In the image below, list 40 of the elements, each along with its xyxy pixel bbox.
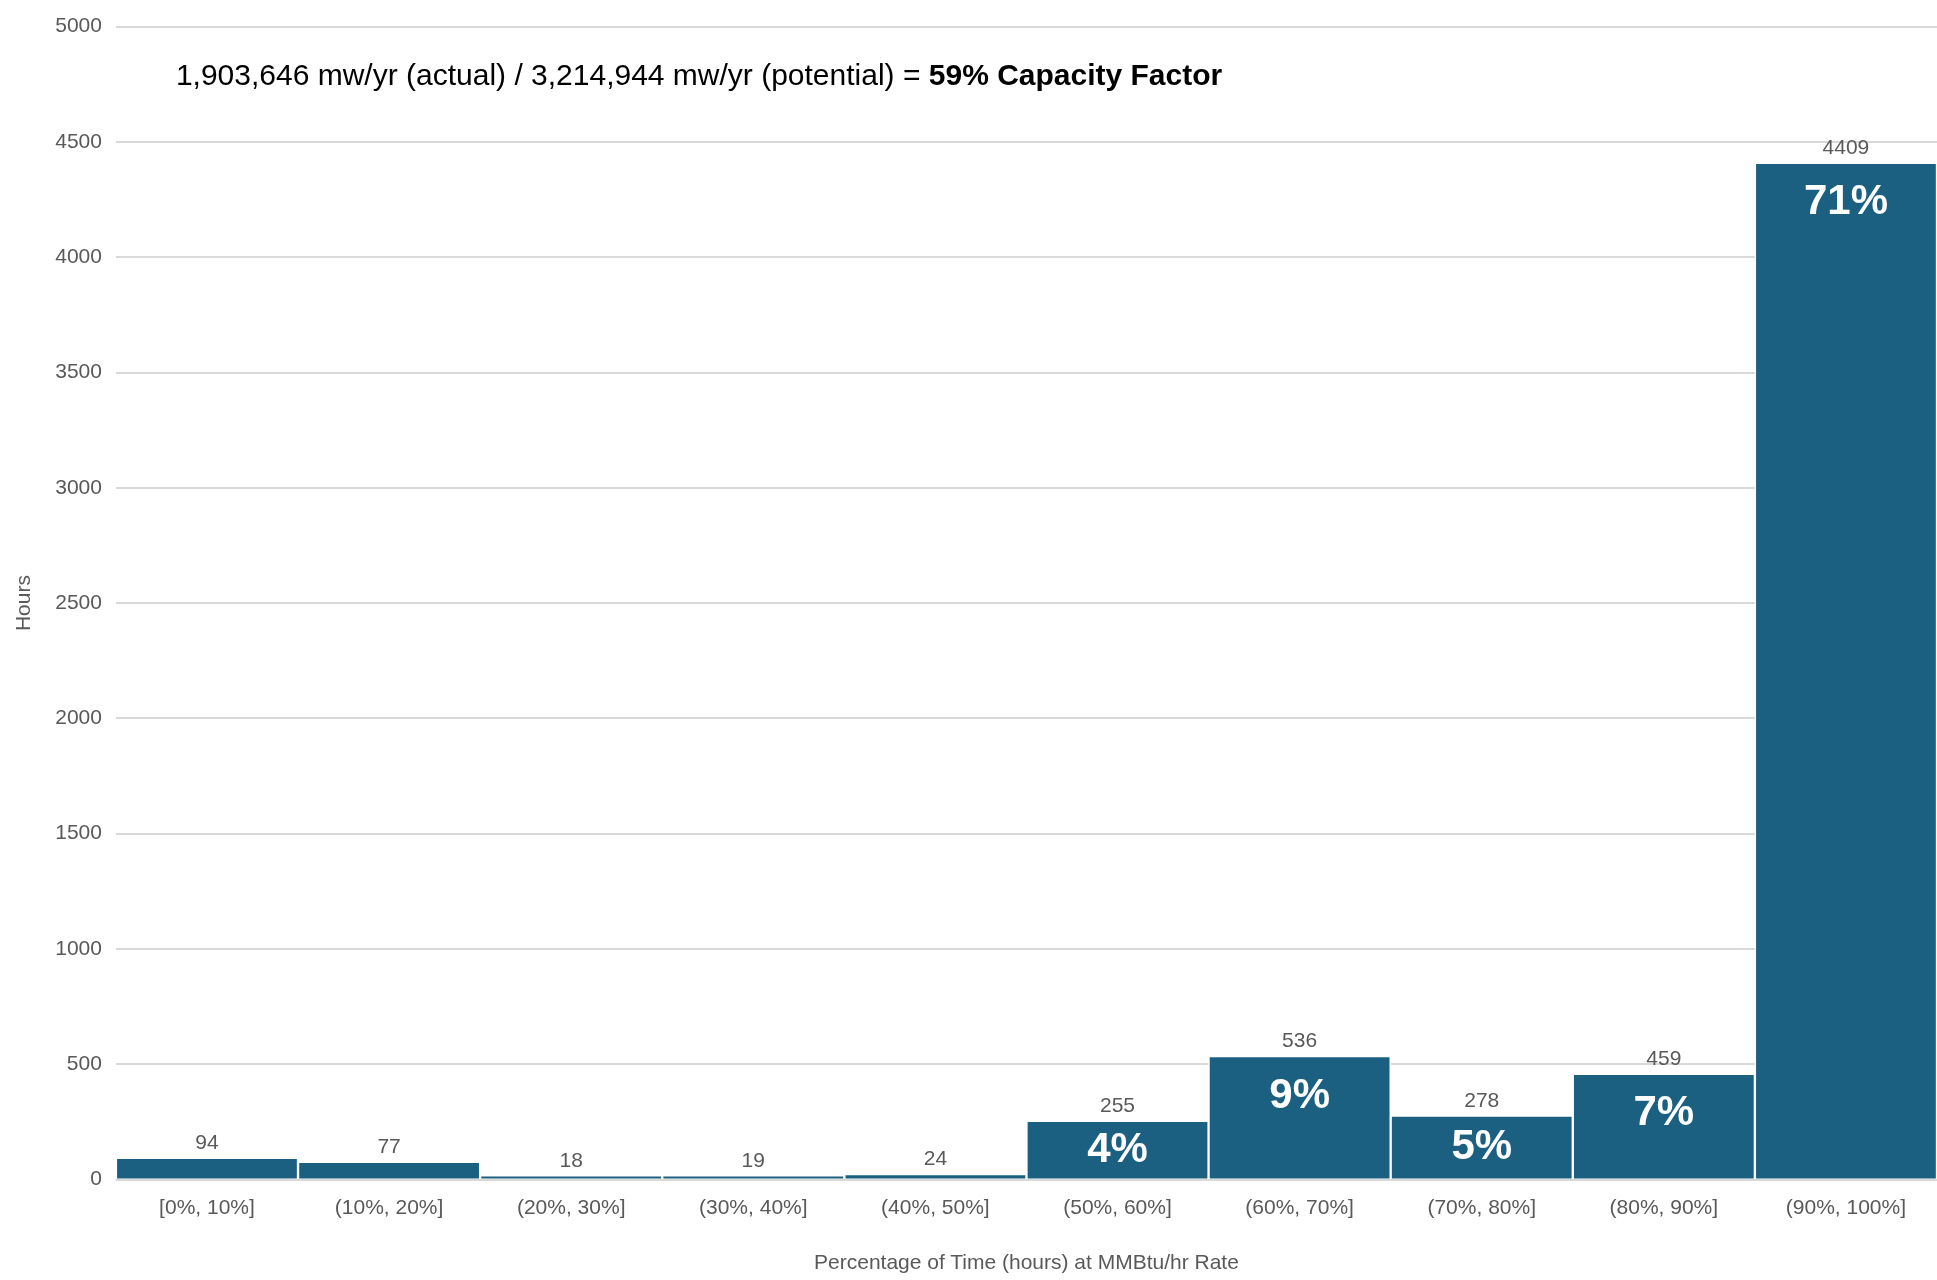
data-label: 18 [559, 1147, 583, 1171]
y-tick-label: 2500 [55, 589, 102, 613]
x-tick-label: (80%, 90%] [1609, 1195, 1719, 1218]
data-label: 536 [1282, 1028, 1318, 1052]
annotation: 5% [1451, 1121, 1513, 1169]
data-label: 19 [741, 1147, 765, 1171]
x-tick-label: (20%, 30%] [516, 1195, 626, 1218]
annotation: 59% Capacity Factor [928, 57, 1223, 91]
data-label: 4409 [1822, 135, 1870, 159]
annotation: 7% [1633, 1087, 1695, 1135]
x-tick-label: [0%, 10%] [159, 1195, 255, 1218]
y-axis-title: Hours [11, 575, 35, 632]
x-tick-label: (60%, 70%] [1245, 1195, 1354, 1218]
x-tick-label: (40%, 50%] [881, 1195, 990, 1218]
y-tick-label: 5000 [55, 13, 102, 37]
y-tick-label: 4500 [55, 128, 102, 152]
annotation: 71% [1803, 176, 1888, 224]
y-tick-label: 0 [90, 1166, 102, 1190]
y-tick-label: 3000 [55, 474, 102, 498]
x-tick-label: (10%, 20%] [334, 1195, 444, 1218]
y-tick-label: 2000 [55, 705, 102, 729]
y-tick-label: 500 [66, 1051, 102, 1075]
y-tick-label: 4000 [55, 244, 102, 267]
data-label: 77 [377, 1134, 401, 1158]
x-tick-label: (30%, 40%] [699, 1195, 808, 1218]
x-tick-label: (90%, 100%] [1785, 1195, 1907, 1218]
data-label: 255 [1099, 1093, 1136, 1117]
x-tick-label: (70%, 80%] [1427, 1195, 1537, 1218]
data-label: 24 [923, 1146, 948, 1170]
y-tick-label: 1500 [55, 820, 102, 844]
data-label: 94 [195, 1130, 219, 1154]
y-tick-label: 1000 [55, 935, 102, 959]
y-tick-label: 3500 [55, 359, 102, 383]
annotation: 4% [1087, 1123, 1148, 1171]
annotation: 1,903,646 mw/yr (actual) / 3,214,944 mw/yr (potential) = [175, 57, 929, 91]
data-label: 459 [1646, 1046, 1682, 1070]
x-tick-label: (50%, 60%] [1063, 1195, 1172, 1218]
x-axis-title: Percentage of Time (hours) at MMBtu/hr Rate [814, 1250, 1239, 1274]
annotation: 9% [1269, 1069, 1330, 1117]
data-label: 278 [1464, 1087, 1500, 1111]
